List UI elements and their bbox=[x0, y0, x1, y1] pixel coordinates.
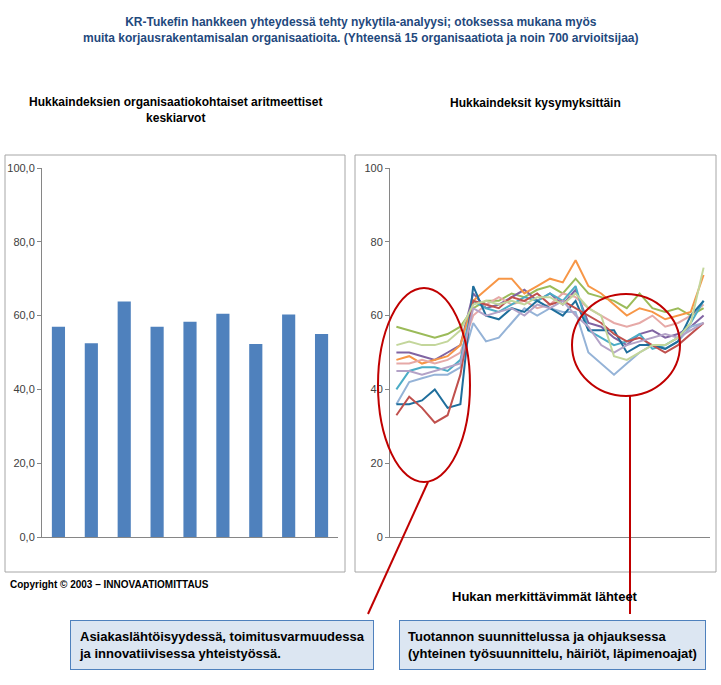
svg-text:Hukkaindeksit kysymyksittäin: Hukkaindeksit kysymyksittäin bbox=[450, 96, 621, 110]
svg-text:Copyright © 2003 – INNOVAATIOM: Copyright © 2003 – INNOVAATIOMITTAUS bbox=[10, 579, 209, 590]
svg-text:80: 80 bbox=[371, 236, 383, 248]
svg-text:100: 100 bbox=[364, 162, 382, 174]
svg-text:100,0: 100,0 bbox=[7, 162, 35, 174]
svg-text:40,0: 40,0 bbox=[13, 383, 34, 395]
svg-text:0: 0 bbox=[377, 531, 383, 543]
svg-text:0,0: 0,0 bbox=[20, 531, 35, 543]
svg-text:20,0: 20,0 bbox=[13, 457, 34, 469]
svg-text:Tuotannon suunnittelussa ja oh: Tuotannon suunnittelussa ja ohjauksessa(… bbox=[408, 629, 697, 661]
svg-text:40: 40 bbox=[371, 383, 383, 395]
svg-text:60: 60 bbox=[371, 309, 383, 321]
svg-text:20: 20 bbox=[371, 457, 383, 469]
svg-text:Hukan merkittävimmät lähteet: Hukan merkittävimmät lähteet bbox=[452, 589, 638, 604]
svg-text:Hukkaindeksien organisaatiokoh: Hukkaindeksien organisaatiokohtaiset ari… bbox=[29, 95, 322, 125]
svg-text:Asiakaslähtöisyydessä, toimitu: Asiakaslähtöisyydessä, toimitusvarmuudes… bbox=[79, 629, 365, 661]
svg-text:KR-Tukefin hankkeen yhteydessä: KR-Tukefin hankkeen yhteydessä tehty nyk… bbox=[83, 15, 639, 45]
svg-text:80,0: 80,0 bbox=[13, 236, 34, 248]
svg-text:60,0: 60,0 bbox=[13, 309, 34, 321]
